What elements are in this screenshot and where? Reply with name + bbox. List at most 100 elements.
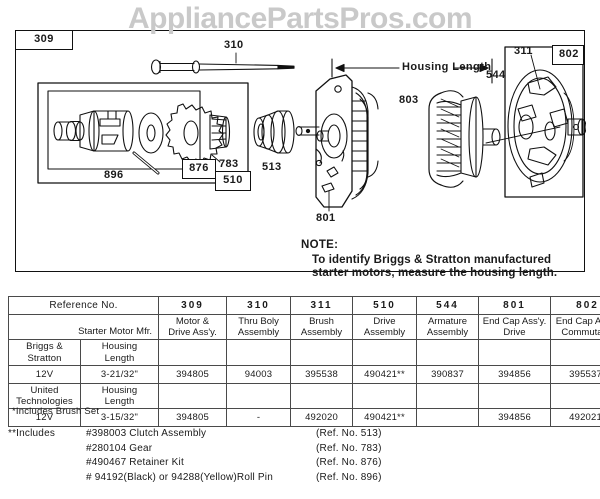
part-name-802-line1: End Cap Ass'y.: [555, 316, 600, 327]
part-united-510: 490421**: [352, 408, 418, 428]
housing-length-briggs: 3-21/32": [79, 364, 160, 384]
footnote-part-0: #398003 Clutch Assembly: [86, 428, 207, 439]
armature-544-art: [428, 90, 501, 188]
part-briggs-510: 490421**: [352, 364, 418, 384]
footnote-ref-2: (Ref. No. 876): [316, 457, 382, 468]
table-row-united-header: United Technologies Housing Length: [8, 382, 600, 410]
blank-cell: [550, 382, 600, 410]
drive-pulley-art: [253, 110, 295, 154]
leader-544: [485, 126, 561, 144]
tag-802: 802: [552, 45, 584, 65]
blank-cell: [550, 339, 600, 366]
part-briggs-544: 390837: [416, 364, 480, 384]
part-name-311-line2: Assembly: [300, 327, 343, 339]
hl-briggs-line1: Housing: [101, 341, 138, 353]
housing-length-united: 3-15/32": [79, 408, 160, 428]
blank-cell: [290, 382, 354, 410]
tag-876: 876: [182, 159, 216, 179]
ref-col-510: 510: [352, 296, 418, 315]
callout-513: 513: [262, 161, 282, 173]
part-name-544-line2: Assembly: [426, 327, 469, 339]
tag-309: 309: [15, 30, 73, 50]
part-name-309-line2: Drive Ass'y.: [168, 327, 217, 339]
blank-cell: [478, 339, 552, 366]
leader-783: [211, 154, 221, 163]
blank-cell: [290, 339, 354, 366]
exploded-diagram-panel: 309 876 510 802 310 896 783 513 801 803 …: [15, 30, 586, 279]
part-name-802: End Cap Ass'y. Commutator: [550, 313, 600, 341]
end-cap-drive-art: [315, 74, 353, 208]
part-name-309: Motor & Drive Ass'y.: [158, 313, 228, 341]
footnote-item: #280104 Gear (Ref. No. 783): [8, 443, 382, 454]
part-name-544-line1: Armature: [427, 316, 468, 327]
callout-896: 896: [104, 169, 124, 181]
footnote-ref-0: (Ref. No. 513): [316, 428, 382, 439]
part-briggs-801: 394856: [478, 364, 552, 384]
hl-briggs-line2: Length: [104, 352, 135, 364]
blank-cell: [478, 382, 552, 410]
part-united-802: 492021*: [550, 408, 600, 428]
part-united-801: 394856: [478, 408, 552, 428]
blank-cell: [416, 382, 480, 410]
callout-311: 311: [514, 45, 533, 57]
footnote-double-star-block: **Includes #398003 Clutch Assembly (Ref.…: [8, 428, 382, 486]
part-name-510: Drive Assembly: [352, 313, 418, 341]
part-name-802-line2: Commutator: [561, 327, 600, 339]
callout-310: 310: [224, 39, 244, 51]
part-united-310: -: [226, 408, 292, 428]
armature-winding-art: [351, 86, 379, 200]
ref-col-310: 310: [226, 296, 292, 315]
ref-col-311: 311: [290, 296, 354, 315]
table-row-united-data: 12V 3-15/32" 394805 - 492020 490421** 39…: [8, 408, 600, 428]
footnote-item: **Includes #398003 Clutch Assembly (Ref.…: [8, 428, 382, 439]
blank-cell: [352, 339, 418, 366]
ref-col-801: 801: [478, 296, 552, 315]
part-united-544: [416, 408, 480, 428]
leader-311: [530, 54, 541, 90]
part-name-310: Thru Boly Assembly: [226, 313, 292, 341]
footnote-ref-1: (Ref. No. 783): [316, 442, 382, 454]
end-cap-commutator-art: [504, 46, 586, 198]
blank-cell: [416, 339, 480, 366]
footnote-ref-3: (Ref. No. 896): [316, 471, 382, 483]
housing-length-label: Housing Length: [402, 61, 492, 73]
mfr-united-line1: United: [30, 384, 59, 396]
part-name-311-line1: Brush: [309, 316, 334, 327]
mfr-united-technologies: United Technologies: [8, 382, 81, 410]
footnote-part-3: # 94192(Black) or 94288(Yellow)Roll Pin: [86, 471, 273, 483]
part-name-801-line2: Drive: [503, 327, 526, 339]
table-row-briggs-header: Briggs & Stratton Housing Length: [8, 339, 600, 366]
ref-col-309: 309: [158, 296, 228, 315]
blank-cell: [226, 339, 292, 366]
blank-cell: [226, 382, 292, 410]
header-reference-no: Reference No.: [7, 296, 160, 315]
mfr-briggs-stratton: Briggs & Stratton: [8, 339, 81, 366]
part-briggs-311: 395538: [290, 364, 354, 384]
housing-length-dimension: [331, 58, 493, 84]
part-name-510-line1: Drive: [373, 316, 396, 327]
ref-col-544: 544: [416, 296, 480, 315]
hl-united-line1: Housing: [101, 384, 138, 396]
callout-803: 803: [399, 94, 419, 106]
callout-801: 801: [316, 212, 336, 224]
footnote-part-2: #490467 Retainer Kit: [86, 457, 184, 468]
footnote-single-star: *Includes Brush Set: [12, 406, 100, 417]
part-name-801: End Cap Ass'y. Drive: [478, 313, 552, 341]
housing-length-header-united: Housing Length: [79, 382, 160, 410]
blank-cell: [352, 382, 418, 410]
footnote-part-1: #280104 Gear: [86, 442, 153, 454]
thru-bolt-art: [150, 59, 295, 75]
callout-544: 544: [486, 69, 506, 81]
blank-cell: [158, 382, 228, 410]
part-briggs-310: 94003: [226, 364, 292, 384]
voltage-united: 12V: [8, 408, 81, 428]
note-line-1: To identify Briggs & Stratton manufactur…: [312, 254, 552, 266]
part-united-311: 492020: [290, 408, 354, 428]
footnote-lead: **Includes: [8, 428, 56, 439]
table-row-part-names: Starter Motor Mfr. Motor & Drive Ass'y. …: [7, 313, 600, 341]
part-name-801-line1: End Cap Ass'y.: [482, 316, 547, 327]
diagram-artwork: [16, 31, 586, 271]
part-united-309: 394805: [158, 408, 228, 428]
mfr-united-line2: Technologies: [16, 396, 73, 408]
